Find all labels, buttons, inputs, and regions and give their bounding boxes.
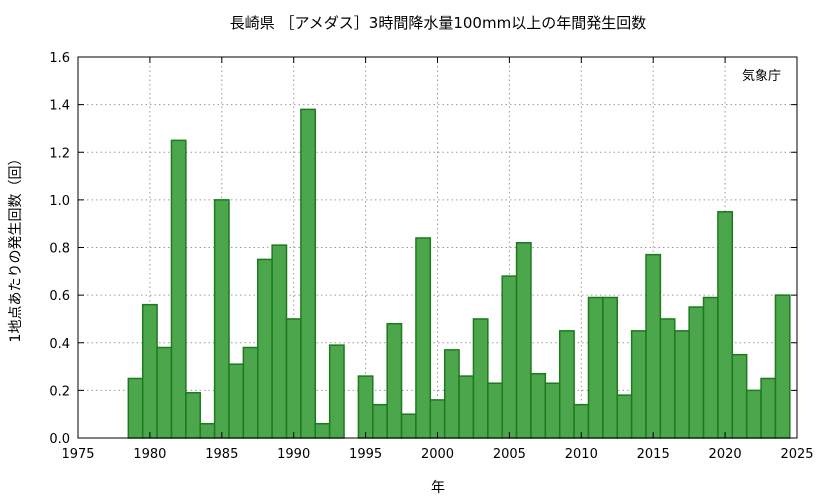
bar-2018	[688, 306, 705, 439]
bar-2017	[674, 330, 690, 439]
bar-1988	[257, 258, 273, 439]
bar-2023	[760, 377, 777, 439]
source-annotation: 気象庁	[742, 68, 781, 84]
x-tick-label: 2010	[565, 447, 598, 462]
y-axis-label: 1地点あたりの発生回数（回）	[8, 152, 24, 343]
y-tick-label: 1.2	[49, 146, 70, 161]
bar-1982	[170, 139, 187, 439]
y-tick-label: 0.8	[49, 242, 70, 257]
bar-1990	[285, 318, 302, 439]
y-tick-label: 1.0	[49, 194, 70, 209]
bar-2021	[731, 353, 748, 439]
bar-1989	[271, 244, 288, 439]
x-tick-label: 2015	[637, 447, 670, 462]
x-tick-label: 2005	[493, 447, 526, 462]
bar-2012	[602, 296, 618, 439]
bar-1993	[328, 344, 345, 439]
y-tick-label: 1.4	[49, 99, 70, 114]
bar-2003	[472, 318, 489, 439]
x-axis-label: 年	[431, 480, 445, 496]
bar-2013	[616, 394, 633, 439]
y-tick-label: 0.4	[49, 337, 70, 352]
y-tick-label: 0.0	[49, 432, 70, 447]
bar-1985	[213, 199, 230, 439]
bar-1983	[185, 392, 201, 439]
x-tick-label: 1985	[205, 447, 238, 462]
x-tick-label: 1980	[133, 447, 166, 462]
bar-1996	[372, 403, 388, 439]
x-tick-label: 2020	[709, 447, 742, 462]
bar-2007	[530, 372, 547, 439]
bar-2014	[630, 330, 647, 439]
bar-1997	[386, 322, 403, 439]
y-tick-label: 1.6	[49, 51, 70, 66]
bar-2016	[659, 318, 676, 439]
bar-2020	[717, 211, 734, 439]
bar-2019	[702, 296, 719, 439]
bar-2011	[587, 296, 604, 439]
x-tick-label: 2025	[780, 447, 813, 462]
bar-1999	[415, 237, 432, 439]
bar-2006	[515, 241, 532, 439]
y-axis: 0.0 0.2 0.4 0.6 0.8 1.0 1.2 1.4 1.6	[49, 51, 797, 447]
x-tick-label: 1975	[61, 447, 94, 462]
bar-2015	[645, 253, 662, 439]
bar-2022	[745, 389, 762, 439]
x-tick-label: 2000	[421, 447, 454, 462]
bar-1998	[400, 413, 417, 439]
bar-1984	[199, 422, 216, 439]
bar-1992	[314, 422, 331, 439]
bar-1991	[300, 108, 317, 439]
x-tick-label: 1990	[277, 447, 310, 462]
y-tick-label: 0.2	[49, 384, 70, 399]
bar-1980	[141, 303, 158, 439]
bar-2005	[501, 275, 518, 439]
bars	[127, 108, 791, 439]
bar-2008	[544, 382, 561, 439]
bar-2004	[487, 382, 503, 439]
bar-2009	[558, 330, 575, 439]
bar-1995	[357, 375, 374, 439]
x-axis: 1975 1980 1985 1990 1995 2000 2005 2010 2015 2020…	[61, 57, 814, 462]
bar-1986	[228, 363, 245, 439]
bar-2024	[774, 294, 791, 439]
bar-1979	[127, 377, 144, 439]
y-tick-label: 0.6	[49, 289, 70, 304]
bar-1981	[156, 346, 173, 439]
bar-2002	[458, 375, 475, 439]
bar-1987	[242, 346, 259, 439]
chart-title: 長崎県 ［アメダス］3時間降水量100mm以上の年間発生回数	[230, 14, 646, 32]
x-tick-label: 1995	[349, 447, 382, 462]
bar-2001	[443, 349, 460, 439]
